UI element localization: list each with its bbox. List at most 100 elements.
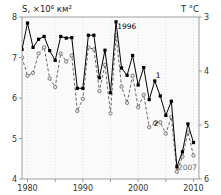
- point: [59, 35, 62, 38]
- point: [137, 83, 140, 86]
- point: [103, 63, 106, 66]
- y2-tick-label: 6: [204, 175, 209, 184]
- point: [170, 100, 173, 103]
- point: [81, 87, 84, 90]
- point: [37, 38, 40, 41]
- point: [70, 54, 73, 57]
- y-tick: [19, 179, 22, 180]
- x-tick: [138, 179, 139, 182]
- plot-area: [22, 17, 199, 179]
- point: [98, 76, 101, 79]
- point: [43, 35, 46, 38]
- point: [125, 101, 128, 104]
- point: [26, 74, 29, 77]
- y-tick-label: 7: [12, 54, 17, 63]
- series: [22, 34, 195, 174]
- series-line: [22, 22, 193, 167]
- x-tick: [27, 179, 28, 182]
- point: [48, 77, 51, 80]
- point: [22, 56, 24, 59]
- point: [76, 109, 79, 112]
- y2-tick: [199, 125, 202, 126]
- y2-tick: [199, 71, 202, 72]
- y2-tick-label: 3: [204, 13, 209, 22]
- series-line: [22, 35, 193, 171]
- point: [81, 97, 84, 100]
- x-tick-label: 2010: [183, 184, 203, 193]
- point: [48, 49, 51, 52]
- point: [42, 46, 45, 49]
- y2-tick: [199, 17, 202, 18]
- grid-line: [138, 17, 139, 179]
- point: [70, 36, 73, 39]
- y-tick-label: 5: [12, 135, 17, 144]
- point: [92, 34, 95, 37]
- x-tick-label: 1980: [17, 184, 37, 193]
- point: [192, 141, 195, 144]
- point: [136, 106, 139, 109]
- x-tick-label: 1990: [73, 184, 93, 193]
- point: [59, 52, 62, 55]
- point: [31, 71, 34, 74]
- plot-frame: [22, 17, 199, 179]
- series-group: [22, 20, 195, 173]
- point: [103, 49, 106, 52]
- point: [120, 66, 123, 69]
- grid-line: [110, 17, 111, 179]
- point: [26, 21, 29, 24]
- y-tick-label: 8: [12, 13, 17, 22]
- point: [109, 91, 112, 94]
- point: [65, 36, 68, 39]
- annotation: 1: [156, 71, 161, 80]
- y2-tick-label: 5: [204, 121, 209, 130]
- point: [125, 74, 128, 77]
- y-axis-title: S, ×10⁶ км²: [22, 4, 72, 14]
- x-tick: [82, 179, 83, 182]
- annotation: 1996: [117, 22, 136, 31]
- point: [153, 79, 156, 82]
- point: [159, 121, 162, 124]
- y-tick-label: 6: [12, 94, 17, 103]
- y-tick: [19, 98, 22, 99]
- point: [22, 48, 24, 51]
- point: [164, 132, 167, 135]
- point: [148, 98, 151, 101]
- point: [159, 94, 162, 97]
- point: [164, 114, 167, 117]
- chart: 1980 1990 2000 2010 4 5 6 7 8 3 4 5 6 S, ×10⁶ км² T °C…: [0, 0, 221, 195]
- point: [131, 74, 134, 77]
- y-tick: [19, 57, 22, 58]
- x-tick: [165, 179, 166, 182]
- point: [109, 112, 112, 115]
- point: [54, 59, 57, 62]
- grid-line: [165, 17, 166, 179]
- point: [142, 66, 145, 69]
- y2-tick-label: 4: [204, 67, 209, 76]
- x-tick: [55, 179, 56, 182]
- point: [181, 150, 184, 153]
- y2-tick: [199, 179, 202, 180]
- y-tick: [19, 138, 22, 139]
- point: [87, 34, 90, 37]
- y2-axis-title: T °C: [180, 4, 199, 14]
- point: [131, 54, 134, 57]
- point: [65, 60, 68, 63]
- point: [186, 122, 189, 125]
- y-tick-label: 4: [12, 175, 17, 184]
- x-tick: [193, 179, 194, 182]
- series: [22, 20, 195, 168]
- point: [76, 87, 79, 90]
- point: [37, 52, 40, 55]
- annotation: 2007: [178, 163, 197, 172]
- y-tick: [19, 17, 22, 18]
- grid-line: [55, 17, 56, 179]
- grid-line: [27, 17, 28, 179]
- point: [148, 125, 151, 128]
- point: [192, 154, 195, 157]
- point: [120, 85, 123, 88]
- x-tick-label: 2000: [128, 184, 148, 193]
- annotation: 2: [154, 119, 159, 128]
- point: [53, 85, 56, 88]
- point: [31, 46, 34, 49]
- point: [98, 89, 101, 92]
